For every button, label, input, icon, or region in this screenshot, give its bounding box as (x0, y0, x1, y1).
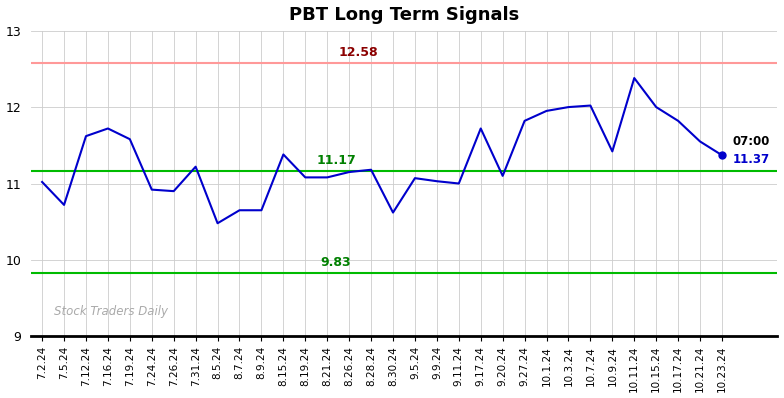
Text: 12.58: 12.58 (338, 46, 378, 59)
Title: PBT Long Term Signals: PBT Long Term Signals (289, 6, 519, 23)
Text: 9.83: 9.83 (321, 256, 351, 269)
Text: Stock Traders Daily: Stock Traders Daily (53, 305, 168, 318)
Text: 07:00: 07:00 (733, 135, 771, 148)
Text: 11.17: 11.17 (316, 154, 356, 167)
Text: 11.37: 11.37 (733, 152, 770, 166)
